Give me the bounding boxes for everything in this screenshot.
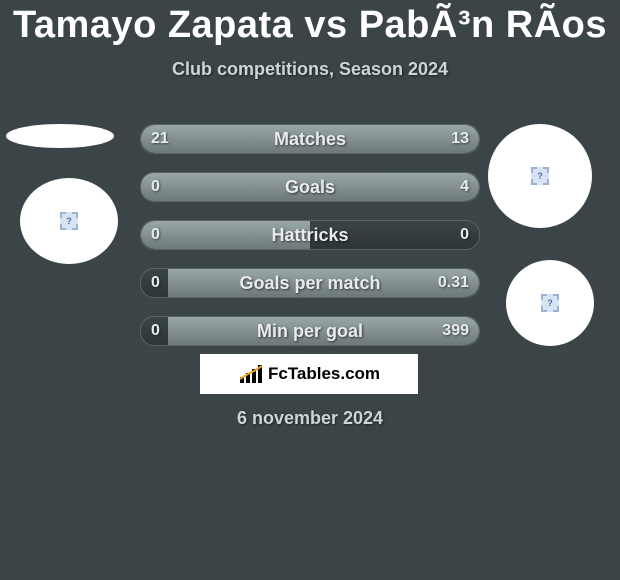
logo-text: FcTables.com xyxy=(268,364,380,384)
svg-text:?: ? xyxy=(547,298,553,308)
stats-container: 2113Matches04Goals00Hattricks00.31Goals … xyxy=(140,124,480,364)
stat-value-left: 0 xyxy=(151,269,160,297)
stat-bar-right xyxy=(168,269,479,297)
question-icon: ? xyxy=(535,171,545,181)
page-title: Tamayo Zapata vs PabÃ³n RÃ­os xyxy=(0,0,620,47)
bar-chart-icon xyxy=(238,363,266,385)
svg-text:?: ? xyxy=(66,216,72,226)
stat-bar-right xyxy=(168,317,479,345)
stat-row: 00.31Goals per match xyxy=(140,268,480,298)
question-icon: ? xyxy=(545,298,555,308)
left-player-avatar: ? xyxy=(20,178,118,264)
right-team-badge: ? xyxy=(506,260,594,346)
stat-value-left: 0 xyxy=(151,173,160,201)
stat-value-right: 13 xyxy=(451,125,469,153)
stat-bar-left xyxy=(141,221,310,249)
stat-value-left: 21 xyxy=(151,125,169,153)
date-label: 6 november 2024 xyxy=(0,408,620,429)
stat-bar-right xyxy=(141,173,479,201)
stat-value-right: 0.31 xyxy=(438,269,469,297)
right-player-avatar: ? xyxy=(488,124,592,228)
page-subtitle: Club competitions, Season 2024 xyxy=(0,59,620,80)
stat-row: 00Hattricks xyxy=(140,220,480,250)
question-icon: ? xyxy=(64,216,74,226)
stat-value-right: 399 xyxy=(442,317,469,345)
stat-row: 04Goals xyxy=(140,172,480,202)
stat-value-left: 0 xyxy=(151,221,160,249)
left-team-badge xyxy=(6,124,114,148)
svg-text:?: ? xyxy=(537,171,543,181)
stat-value-right: 4 xyxy=(460,173,469,201)
stat-value-left: 0 xyxy=(151,317,160,345)
stat-row: 0399Min per goal xyxy=(140,316,480,346)
stat-value-right: 0 xyxy=(460,221,469,249)
fctables-logo: FcTables.com xyxy=(200,354,418,394)
stat-row: 2113Matches xyxy=(140,124,480,154)
